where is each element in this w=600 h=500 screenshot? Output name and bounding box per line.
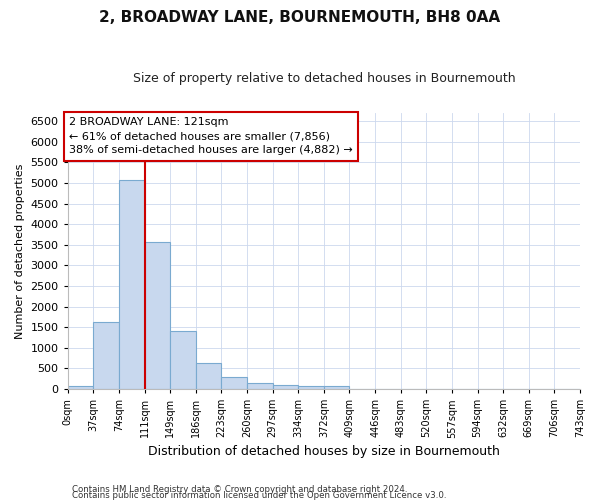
Bar <box>272 385 298 389</box>
Text: Contains HM Land Registry data © Crown copyright and database right 2024.: Contains HM Land Registry data © Crown c… <box>72 484 407 494</box>
Bar <box>221 376 247 389</box>
Y-axis label: Number of detached properties: Number of detached properties <box>15 164 25 338</box>
Text: 2, BROADWAY LANE, BOURNEMOUTH, BH8 0AA: 2, BROADWAY LANE, BOURNEMOUTH, BH8 0AA <box>100 10 500 25</box>
X-axis label: Distribution of detached houses by size in Bournemouth: Distribution of detached houses by size … <box>148 444 500 458</box>
Bar <box>170 332 196 389</box>
Bar <box>94 322 119 389</box>
Bar <box>68 386 94 389</box>
Text: Contains public sector information licensed under the Open Government Licence v3: Contains public sector information licen… <box>72 491 446 500</box>
Bar <box>247 383 272 389</box>
Title: Size of property relative to detached houses in Bournemouth: Size of property relative to detached ho… <box>133 72 515 86</box>
Bar <box>196 364 221 389</box>
Text: 2 BROADWAY LANE: 121sqm
← 61% of detached houses are smaller (7,856)
38% of semi: 2 BROADWAY LANE: 121sqm ← 61% of detache… <box>69 117 353 155</box>
Bar <box>145 242 170 389</box>
Bar <box>324 386 349 389</box>
Bar <box>298 386 324 389</box>
Bar <box>119 180 145 389</box>
